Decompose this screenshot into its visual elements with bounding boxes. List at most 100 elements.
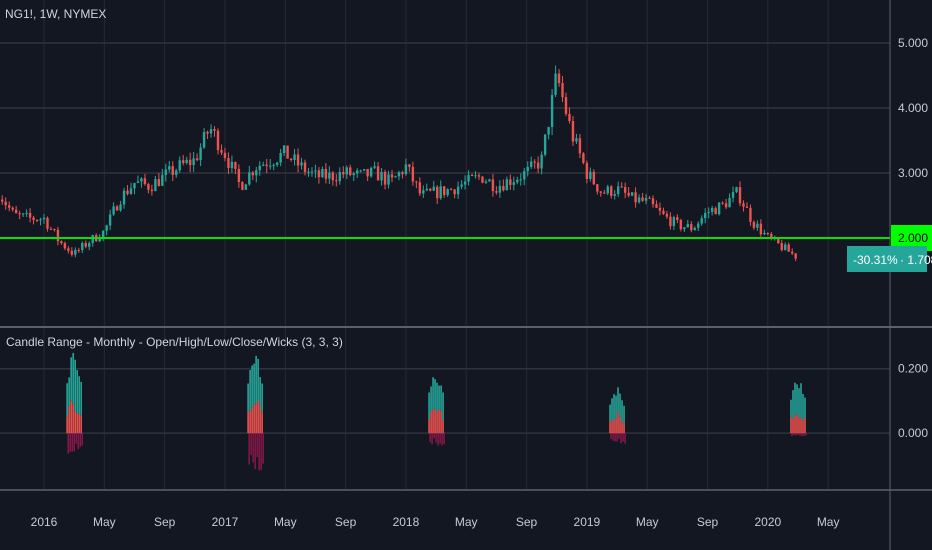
candle-body (794, 253, 797, 259)
indicator-tick-label: 0.000 (898, 426, 928, 440)
candle-body (397, 172, 401, 177)
candle-body (8, 205, 11, 208)
candle-body (28, 212, 32, 218)
candle-body (436, 186, 439, 199)
candle-body (648, 197, 651, 199)
candle-body (738, 187, 742, 204)
candle-body (505, 179, 509, 191)
candle-body (742, 203, 745, 207)
candle-body (686, 224, 689, 228)
candle-body (530, 161, 533, 167)
candle-body (536, 162, 540, 169)
x-tick-label: 2016 (31, 515, 58, 529)
candle-body (241, 182, 244, 190)
candle-body (230, 161, 234, 169)
candle-body (220, 150, 223, 153)
candle-body (133, 182, 136, 189)
x-tick-label: May (93, 515, 116, 529)
candle-body (321, 168, 324, 178)
candle-body (617, 186, 620, 195)
candle-body (373, 166, 376, 168)
candle-body (519, 179, 522, 181)
candle-body (300, 162, 303, 166)
last-price-badge (847, 245, 927, 272)
candle-body (502, 185, 505, 191)
candle-body (119, 204, 122, 211)
candle-body (345, 167, 348, 175)
price-tick-label: 3.000 (898, 166, 928, 180)
candle-body (582, 153, 585, 163)
candle-body (32, 217, 35, 221)
candle-body (477, 175, 481, 177)
candle-body (627, 192, 630, 196)
candle-body (115, 206, 119, 211)
candle-body (255, 170, 258, 176)
candle-body (251, 172, 254, 176)
candle-body (432, 186, 435, 191)
indicator-pane (66, 352, 807, 471)
candle-body (105, 225, 108, 231)
candle-body (328, 172, 331, 179)
candle-body (418, 182, 422, 194)
price-tick-label: 5.000 (898, 36, 928, 50)
symbol-label[interactable]: NG1!, 1W, NYMEX (5, 7, 106, 21)
candle-body (147, 184, 150, 190)
candle-body (164, 169, 167, 175)
candle-body (310, 171, 314, 173)
x-tick-label: Sep (697, 515, 719, 529)
candle-body (244, 184, 248, 190)
candle-body (669, 216, 672, 227)
candle-body (401, 172, 404, 175)
candle-body (728, 197, 731, 208)
candle-body (575, 138, 578, 142)
candle-body (585, 162, 589, 179)
candle-body (550, 94, 554, 128)
candle-body (509, 179, 512, 185)
candle-body (394, 176, 397, 178)
candle-body (707, 211, 710, 213)
candle-body (279, 153, 282, 163)
candle-body (112, 206, 115, 215)
candle-body (161, 174, 164, 186)
candle-body (369, 167, 373, 177)
candle-body (543, 134, 547, 155)
candle-body (202, 131, 206, 148)
indicator-label[interactable]: Candle Range - Monthly - Open/High/Low/C… (6, 335, 343, 349)
candle-body (46, 217, 49, 229)
candle-body (731, 192, 735, 198)
candle-body (275, 162, 279, 165)
candle-body (269, 165, 272, 167)
x-tick-label: May (455, 515, 478, 529)
candle-body (780, 243, 783, 251)
candle-body (338, 172, 341, 182)
candle-body (171, 166, 174, 175)
candle-body (195, 158, 199, 161)
candle-body (168, 166, 171, 170)
candle-body (188, 159, 192, 166)
candle-body (665, 213, 669, 217)
candle-body (658, 207, 662, 211)
candle-body (662, 210, 665, 214)
grid (0, 0, 890, 490)
candle-body (651, 198, 655, 205)
candle-body (307, 171, 310, 173)
candle-body (630, 192, 634, 196)
candle-body (136, 181, 140, 183)
candle-body (77, 249, 80, 251)
x-tick-label: May (817, 515, 840, 529)
candle-body (265, 164, 268, 166)
candle-body (60, 241, 63, 244)
candle-body (18, 213, 21, 215)
candle-body (282, 145, 286, 154)
candle-body (289, 158, 293, 160)
candle-body (724, 203, 728, 208)
candle-body (766, 232, 770, 234)
candle-body (484, 181, 488, 183)
change-label: -30.31% (853, 253, 898, 267)
candle-body (53, 228, 56, 230)
candle-body (383, 171, 387, 185)
candle-body (697, 223, 700, 228)
candle-body (4, 201, 7, 206)
candle-body (262, 164, 265, 166)
